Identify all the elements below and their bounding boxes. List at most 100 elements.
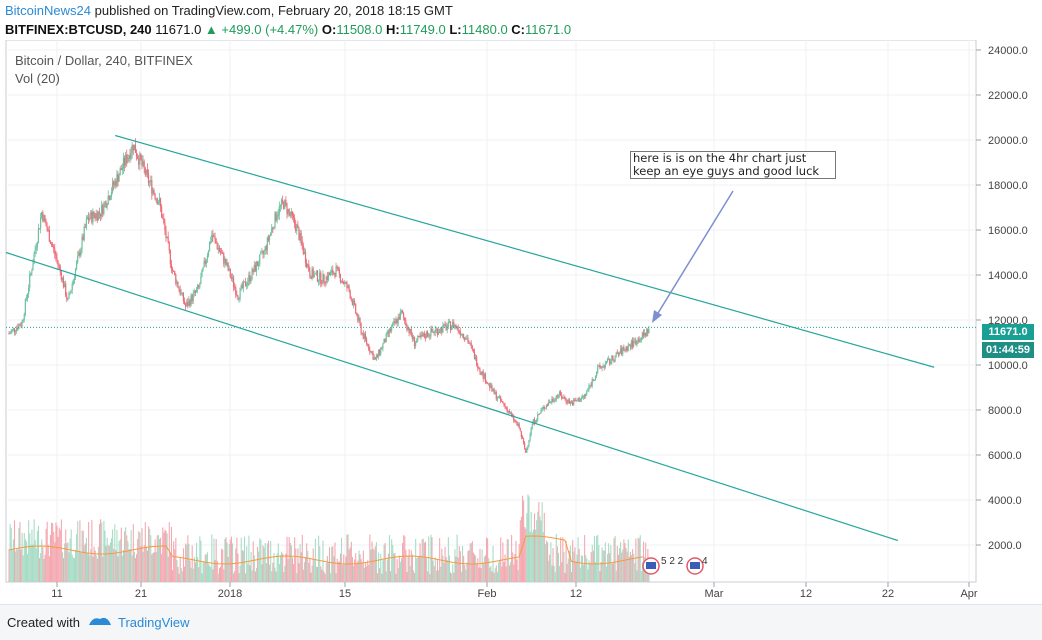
volume-bar xyxy=(545,540,548,582)
candle-body xyxy=(113,181,115,186)
candle-body xyxy=(466,337,468,339)
candle-body xyxy=(506,407,508,413)
upper-trendline xyxy=(115,134,935,368)
volume-bar xyxy=(538,501,540,582)
candle-body xyxy=(375,355,377,360)
candle-body xyxy=(611,355,613,362)
volume-bar xyxy=(34,540,36,582)
candle-body xyxy=(205,259,207,264)
volume-bar xyxy=(32,544,34,582)
volume-bar xyxy=(641,562,643,582)
candle-body xyxy=(282,199,284,202)
candle-body xyxy=(411,335,413,339)
tradingview-logo-icon xyxy=(89,617,111,625)
volume-bar xyxy=(517,570,519,582)
volume-bar xyxy=(160,537,162,582)
candle-body xyxy=(227,262,229,271)
volume-bar xyxy=(42,547,44,582)
candle-body xyxy=(220,252,223,254)
volume-bar xyxy=(428,536,430,582)
volume-bar xyxy=(20,549,22,582)
candle-body xyxy=(435,329,437,331)
candle-body xyxy=(133,144,135,151)
volume-bar xyxy=(117,556,119,582)
candle-body xyxy=(643,332,646,336)
candle-body xyxy=(502,401,504,404)
candle-body xyxy=(178,287,180,290)
volume-bar xyxy=(28,520,30,582)
candle-body xyxy=(215,239,217,244)
candle-body xyxy=(433,331,435,333)
candle-body xyxy=(638,338,640,342)
volume-bar xyxy=(552,548,554,582)
volume-bar xyxy=(285,553,287,582)
event-count-label: 4 xyxy=(702,556,708,567)
x-tick-label: Mar xyxy=(705,588,724,600)
candle-body xyxy=(171,269,174,271)
volume-bar xyxy=(376,573,379,582)
candle-body xyxy=(286,203,288,215)
volume-bar xyxy=(637,537,639,582)
candle-body xyxy=(127,158,129,163)
candle-body xyxy=(128,155,130,159)
candle-body xyxy=(135,152,138,157)
candle-body xyxy=(99,213,102,217)
volume-bar xyxy=(64,543,66,582)
candle-body xyxy=(258,264,260,267)
candle-body xyxy=(501,400,503,402)
candle-body xyxy=(336,266,338,268)
volume-bar xyxy=(249,565,251,582)
candle-body xyxy=(503,403,505,405)
candle-body xyxy=(529,434,531,440)
candle-body xyxy=(325,276,327,284)
volume-bar xyxy=(100,519,102,582)
candle-body xyxy=(213,236,215,238)
volume-bar xyxy=(352,565,355,582)
volume-bar xyxy=(191,545,193,582)
candle-body xyxy=(176,281,178,284)
volume-bar xyxy=(101,522,103,582)
volume-bar xyxy=(315,566,318,582)
candle-body xyxy=(481,371,483,375)
candle-body xyxy=(530,427,532,435)
volume-bar xyxy=(587,569,589,582)
volume-bar xyxy=(272,562,274,582)
volume-bar xyxy=(525,528,527,582)
volume-bar xyxy=(463,555,465,582)
candle-body xyxy=(120,168,122,171)
candle-body xyxy=(246,285,248,287)
price-chart[interactable]: 5 2 2 4 2000.0 4000.0 6000.0 8000.0 10000.0 12… xyxy=(0,40,1042,604)
candle-body xyxy=(55,254,57,258)
volume-bar xyxy=(471,541,473,582)
change-value: ▲ +499.0 (+4.47%) xyxy=(204,22,319,37)
author-link[interactable]: BitcoinNews24 xyxy=(5,3,91,18)
candle-body xyxy=(553,400,555,402)
volume-bar xyxy=(43,558,45,582)
volume-bar xyxy=(359,554,361,582)
candle-body xyxy=(603,366,605,368)
volume-bar xyxy=(468,550,470,582)
candle-body xyxy=(334,272,336,277)
candle-body xyxy=(224,258,226,264)
volume-bar xyxy=(446,560,448,582)
volume-bar xyxy=(576,554,578,582)
volume-bar xyxy=(593,536,596,582)
volume-bar xyxy=(497,562,500,582)
candle-body xyxy=(407,327,409,330)
tradingview-link[interactable]: TradingView xyxy=(118,615,190,630)
annotation-note[interactable]: here is is on the 4hr chart just keep an… xyxy=(630,151,836,179)
volume-bar xyxy=(278,564,280,582)
candle-body xyxy=(489,383,491,389)
candle-body xyxy=(563,397,565,399)
volume-bar xyxy=(142,551,144,582)
candle-body xyxy=(50,243,53,245)
volume-bar xyxy=(575,561,577,582)
candle-body xyxy=(236,294,238,296)
candle-body xyxy=(187,302,189,306)
volume-bar xyxy=(561,562,563,582)
volume-bar xyxy=(165,530,167,582)
volume-bar xyxy=(470,543,472,582)
volume-bar xyxy=(186,544,188,582)
volume-bar xyxy=(478,567,480,582)
volume-bar xyxy=(266,543,268,582)
